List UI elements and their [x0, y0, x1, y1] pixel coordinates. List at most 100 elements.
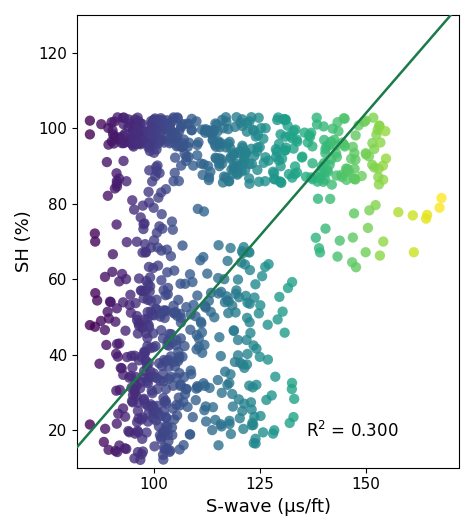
Point: [174, 348, 182, 356]
Point: [164, 341, 171, 349]
Point: [253, 381, 260, 389]
Point: [162, 291, 169, 299]
Point: [197, 256, 204, 264]
Point: [222, 174, 229, 182]
Y-axis label: SH (%): SH (%): [15, 210, 33, 272]
Point: [165, 341, 173, 350]
Point: [125, 115, 132, 124]
Point: [155, 422, 163, 431]
Point: [246, 179, 253, 188]
Point: [167, 372, 174, 381]
Point: [334, 252, 341, 261]
Point: [207, 168, 214, 176]
Point: [264, 355, 272, 364]
Point: [195, 342, 203, 351]
Point: [193, 141, 201, 149]
Point: [97, 316, 105, 325]
Point: [201, 302, 209, 310]
Point: [292, 162, 299, 170]
Point: [328, 181, 336, 189]
Point: [376, 251, 383, 260]
Point: [146, 125, 154, 134]
Point: [373, 131, 380, 139]
Point: [323, 166, 331, 174]
Point: [333, 153, 341, 161]
Point: [257, 412, 264, 420]
Point: [136, 139, 143, 148]
Point: [160, 394, 167, 402]
Point: [206, 384, 213, 392]
Point: [119, 371, 127, 379]
Point: [188, 126, 196, 134]
Point: [243, 314, 251, 322]
Point: [382, 127, 389, 135]
Point: [422, 215, 430, 223]
Point: [271, 175, 279, 184]
Point: [143, 358, 150, 366]
Point: [282, 132, 289, 141]
Point: [130, 130, 137, 138]
Point: [228, 302, 236, 310]
Point: [177, 318, 185, 327]
Point: [277, 162, 284, 170]
Point: [240, 399, 248, 408]
Point: [179, 241, 186, 250]
Point: [288, 173, 296, 182]
Point: [218, 139, 225, 148]
Point: [164, 431, 172, 439]
Point: [148, 387, 155, 395]
Point: [252, 439, 259, 448]
Point: [164, 284, 172, 292]
Point: [379, 161, 387, 170]
Point: [164, 337, 172, 345]
Point: [248, 421, 256, 430]
Point: [164, 290, 172, 298]
Point: [143, 362, 151, 371]
Point: [177, 380, 184, 389]
Point: [352, 175, 359, 184]
Point: [166, 120, 173, 129]
Point: [149, 343, 157, 352]
Point: [133, 119, 140, 127]
Point: [139, 137, 146, 145]
Point: [133, 418, 141, 426]
Point: [340, 141, 348, 149]
Point: [228, 390, 236, 398]
Point: [306, 133, 314, 141]
Point: [189, 413, 197, 422]
Point: [149, 264, 157, 272]
Point: [111, 184, 118, 193]
Point: [177, 123, 185, 132]
Point: [207, 129, 215, 137]
Point: [274, 315, 282, 324]
Point: [253, 345, 260, 353]
Point: [212, 142, 220, 151]
Point: [121, 413, 129, 421]
Point: [365, 206, 373, 215]
Point: [114, 113, 121, 122]
Point: [144, 417, 152, 426]
Point: [153, 295, 160, 304]
Point: [140, 396, 147, 404]
Point: [134, 114, 141, 122]
Point: [288, 379, 296, 387]
Point: [142, 329, 150, 338]
Point: [116, 133, 123, 141]
Point: [202, 125, 210, 133]
Point: [133, 122, 141, 130]
Point: [313, 114, 320, 122]
Point: [155, 116, 163, 124]
Point: [227, 370, 234, 379]
Point: [156, 431, 164, 440]
Point: [166, 448, 173, 456]
Point: [301, 129, 309, 137]
Point: [205, 297, 213, 305]
Point: [161, 398, 168, 406]
Point: [278, 155, 286, 163]
Point: [138, 435, 146, 443]
Point: [127, 309, 135, 317]
Point: [176, 310, 184, 318]
Point: [135, 117, 142, 125]
Point: [178, 143, 186, 151]
Point: [136, 126, 144, 135]
